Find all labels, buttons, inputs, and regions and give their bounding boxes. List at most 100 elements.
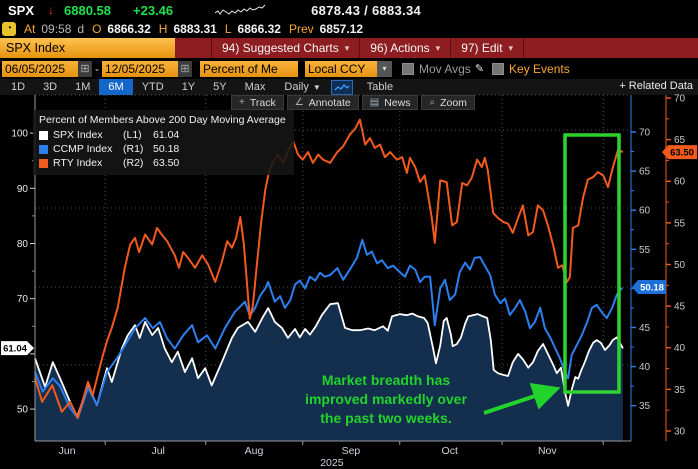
right-inner-axis: 70 65 60 55 45 40 35: [630, 95, 651, 441]
menu-bar: SPX Index 94) Suggested Charts ▾ 96) Act…: [0, 38, 698, 58]
svg-text:40: 40: [674, 343, 686, 354]
date-from-input[interactable]: 06/05/2025: [2, 60, 78, 77]
high-label: H: [158, 22, 168, 36]
open-value: 6866.32: [107, 22, 151, 36]
frequency-select[interactable]: Daily: [284, 81, 309, 93]
security-field[interactable]: SPX Index: [0, 38, 175, 58]
rty-swatch-icon: [39, 158, 48, 168]
high-value: 6883.31: [173, 22, 217, 36]
related-data-button[interactable]: + Related Data: [619, 80, 693, 92]
period-6m[interactable]: 6M: [99, 79, 133, 95]
caret-down-icon: ▾: [344, 42, 350, 53]
filter-bar: 06/05/2025 ⊞ - 12/05/2025 ⊞ Percent of M…: [0, 58, 698, 79]
low-label: L: [224, 22, 232, 36]
track-icon: +: [239, 97, 245, 108]
last-price: 6880.58: [64, 2, 112, 18]
calendar-icon[interactable]: ⊞: [178, 60, 192, 77]
legend-row-rty: RTY Index (R2) 63.50: [39, 156, 286, 170]
key-events-checkbox[interactable]: [492, 62, 505, 75]
quote-bar: SPX ↓ 6880.58 +23.46 6878.43 / 6883.34: [0, 0, 698, 20]
chart-tool-annotate[interactable]: ∠ Annotate: [286, 95, 359, 110]
period-ytd[interactable]: YTD: [141, 81, 164, 93]
chart-tool-news[interactable]: ▤ News: [361, 95, 419, 110]
line-chart-mode-button[interactable]: [330, 79, 353, 95]
prev-value: 6857.12: [319, 22, 364, 36]
menu-items: 94) Suggested Charts ▾ 96) Actions ▾ 97)…: [211, 38, 525, 58]
annotation-text: Market breadth has improved markedly ove…: [305, 372, 467, 426]
caret-down-icon: ▾: [435, 42, 441, 53]
svg-text:70: 70: [674, 93, 686, 104]
caret-down-icon: ▼: [312, 82, 321, 92]
study-select[interactable]: Percent of Me: [200, 60, 298, 77]
chart-legend[interactable]: Percent of Members Above 200 Day Moving …: [33, 110, 294, 175]
ohlc-bar: ◔ At 09:58 d O 6866.32 H 6883.31 L 6866.…: [0, 20, 698, 38]
rty-last-badge: 63.50: [662, 145, 697, 160]
news-icon: ▤: [369, 97, 380, 108]
svg-text:90: 90: [17, 184, 29, 195]
table-button[interactable]: Table: [366, 81, 394, 93]
period-1y[interactable]: 1Y: [181, 81, 196, 93]
menu-edit[interactable]: 97) Edit ▾: [451, 38, 525, 58]
pencil-icon[interactable]: ✎: [474, 63, 485, 75]
prev-label: Prev: [288, 22, 314, 36]
svg-text:80: 80: [17, 239, 29, 250]
chart-tool-zoom[interactable]: ⌕ Zoom: [421, 95, 475, 110]
zoom-icon: ⌕: [429, 97, 436, 108]
highlight-box: [563, 133, 621, 394]
legend-row-ccmp: CCMP Index (R1) 50.18: [39, 142, 286, 156]
svg-text:30: 30: [674, 426, 686, 437]
ccmp-last-badge: 50.18: [632, 279, 666, 294]
svg-text:70: 70: [639, 127, 651, 138]
month-label-oct: Oct: [442, 445, 458, 457]
svg-text:50: 50: [674, 260, 686, 271]
at-label: At: [24, 22, 36, 36]
legend-row-spx: SPX Index (L1) 61.04: [39, 128, 286, 142]
spx-area-fill: [35, 303, 623, 441]
period-3d[interactable]: 3D: [43, 81, 58, 93]
annotate-icon: ∠: [294, 97, 304, 108]
period-buttons: 1D 3D 1M 6M YTD 1Y 5Y Max: [2, 79, 274, 95]
spx-last-badge: 61.04: [1, 341, 34, 356]
caret-down-icon: ▾: [508, 42, 514, 53]
month-label-nov: Nov: [538, 445, 557, 457]
calendar-icon[interactable]: ⊞: [78, 60, 92, 77]
period-1d[interactable]: 1D: [11, 81, 26, 93]
intraday-sparkline: [215, 4, 266, 15]
chart-tool-track[interactable]: + Track: [231, 95, 284, 110]
currency-caret-button[interactable]: ▾: [377, 60, 392, 77]
chart-title: Percent of Members Above 200 Day Moving …: [39, 114, 286, 126]
quote-time: 09:58: [41, 22, 72, 36]
menu-actions[interactable]: 96) Actions ▾: [360, 38, 452, 58]
svg-text:100: 100: [11, 129, 28, 140]
mov-avgs-label: Mov Avgs: [419, 61, 471, 76]
svg-text:60: 60: [674, 177, 686, 188]
period-1m[interactable]: 1M: [75, 81, 91, 93]
month-label-jun: Jun: [59, 445, 76, 457]
ticker-symbol: SPX: [8, 2, 35, 18]
spx-swatch-icon: [39, 130, 48, 140]
svg-text:35: 35: [639, 401, 651, 412]
low-value: 6866.32: [237, 22, 281, 36]
month-label-aug: Aug: [245, 445, 264, 457]
gauge-icon[interactable]: ◔: [2, 22, 16, 36]
period-max[interactable]: Max: [244, 81, 266, 93]
menu-suggested-charts[interactable]: 94) Suggested Charts ▾: [211, 38, 361, 58]
period-5y[interactable]: 5Y: [213, 81, 227, 93]
svg-text:50.18: 50.18: [640, 282, 664, 293]
series-spx-line: [34, 302, 624, 418]
ccmp-swatch-icon: [39, 144, 48, 154]
svg-text:55: 55: [639, 245, 651, 256]
svg-text:40: 40: [639, 362, 651, 373]
price-change: +23.46: [133, 2, 174, 18]
currency-select[interactable]: Local CCY: [305, 60, 377, 77]
mov-avgs-checkbox[interactable]: [402, 62, 414, 75]
key-events-label: Key Events: [509, 61, 570, 76]
date-to-input[interactable]: 12/05/2025: [102, 60, 178, 77]
svg-text:70: 70: [17, 294, 29, 305]
svg-text:55: 55: [674, 218, 686, 229]
svg-text:61.04: 61.04: [3, 344, 27, 355]
delay-flag: d: [77, 22, 85, 36]
bid-ask: 6878.43 / 6883.34: [311, 2, 422, 18]
